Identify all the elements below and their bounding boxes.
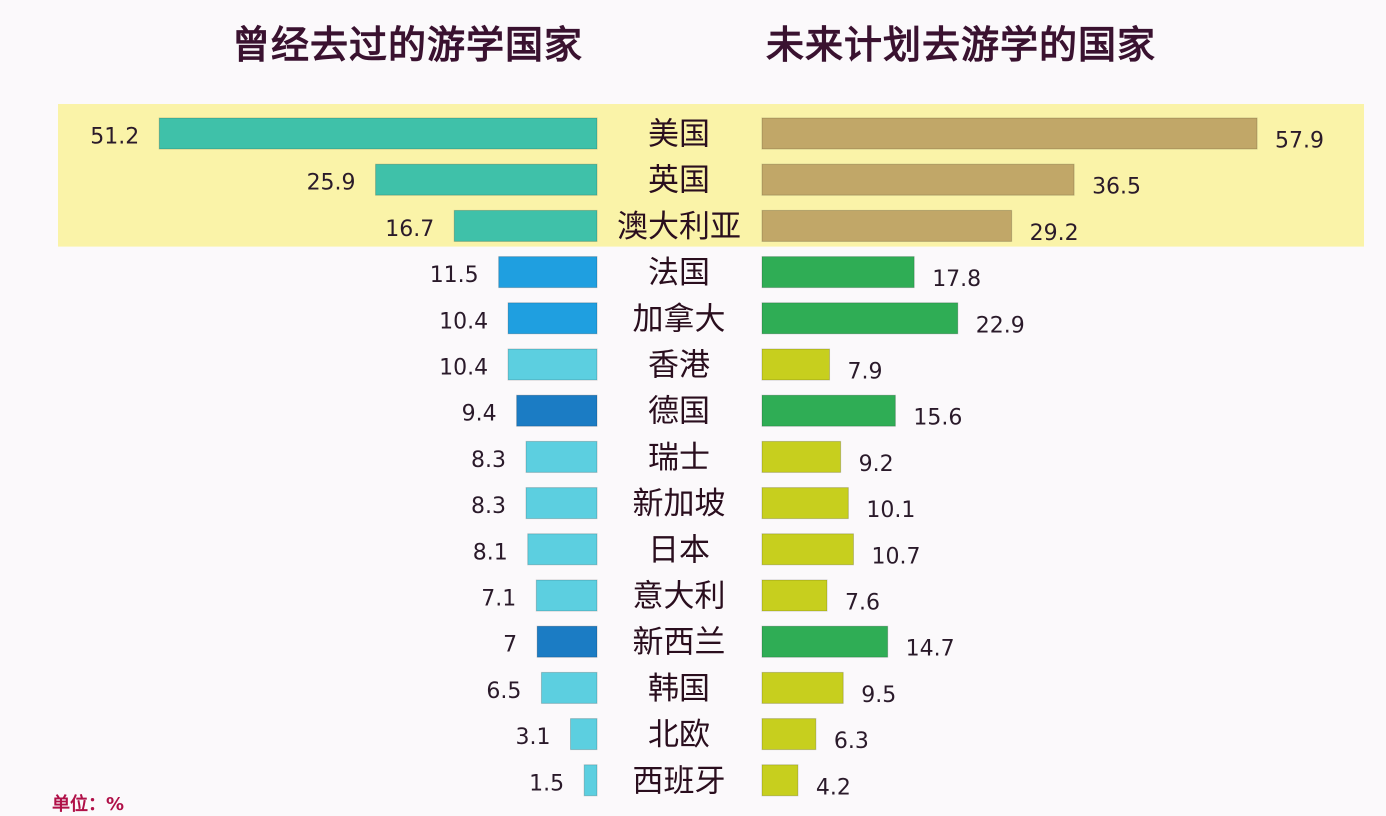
right-chart-title: 未来计划去游学的国家 <box>766 23 1157 67</box>
left-bar <box>535 579 598 612</box>
right-value-label: 15.6 <box>913 406 962 431</box>
right-bar <box>761 348 831 381</box>
left-bar <box>569 718 598 751</box>
left-value-label: 8.1 <box>473 540 508 565</box>
right-bar <box>761 487 849 520</box>
left-bar <box>527 533 598 566</box>
left-value-label: 6.5 <box>486 679 521 704</box>
left-value-label: 7.1 <box>481 587 516 612</box>
right-bar <box>761 117 1258 150</box>
right-bar <box>761 256 915 289</box>
right-value-label: 10.7 <box>871 544 920 569</box>
right-value-label: 14.7 <box>906 637 955 662</box>
left-bar <box>583 764 598 797</box>
category-label: 法国 <box>648 255 710 291</box>
right-value-label: 22.9 <box>976 313 1025 338</box>
left-bar <box>375 163 598 196</box>
left-value-label: 51.2 <box>90 125 139 150</box>
right-value-label: 29.2 <box>1030 221 1079 246</box>
right-bar <box>761 625 889 658</box>
left-bar <box>525 440 598 473</box>
category-label: 加拿大 <box>633 301 726 337</box>
left-value-label: 8.3 <box>471 448 506 473</box>
category-label: 瑞士 <box>648 440 710 476</box>
right-value-label: 7.6 <box>845 591 880 616</box>
category-label: 西班牙 <box>633 763 726 799</box>
category-label: 北欧 <box>648 717 710 753</box>
right-bar <box>761 533 854 566</box>
left-bar <box>525 487 598 520</box>
right-bar <box>761 302 959 335</box>
right-value-label: 36.5 <box>1092 175 1141 200</box>
right-value-label: 9.5 <box>861 683 896 708</box>
category-label: 新加坡 <box>633 486 726 522</box>
left-value-label: 3.1 <box>515 725 550 750</box>
category-label: 新西兰 <box>633 625 726 661</box>
left-value-label: 10.4 <box>439 309 488 334</box>
right-value-label: 4.2 <box>816 775 851 800</box>
right-value-label: 17.8 <box>932 267 981 292</box>
right-value-label: 7.9 <box>848 360 883 385</box>
category-label: 韩国 <box>648 671 710 707</box>
right-bar <box>761 209 1013 242</box>
left-value-label: 1.5 <box>529 771 564 796</box>
left-bar <box>507 348 598 381</box>
right-bar <box>761 764 799 797</box>
category-label: 美国 <box>648 117 710 153</box>
left-bar <box>536 625 598 658</box>
left-value-label: 9.4 <box>462 402 497 427</box>
left-value-label: 7 <box>503 633 517 658</box>
right-bar <box>761 718 817 751</box>
left-bar <box>516 394 598 427</box>
left-bar <box>498 256 598 289</box>
right-value-label: 57.9 <box>1275 129 1324 154</box>
left-bar <box>540 671 598 704</box>
right-value-label: 10.1 <box>866 498 915 523</box>
category-label: 日本 <box>648 532 710 568</box>
category-label: 澳大利亚 <box>617 209 741 245</box>
right-value-label: 9.2 <box>859 452 894 477</box>
left-value-label: 25.9 <box>307 171 356 196</box>
category-label: 德国 <box>648 394 710 430</box>
right-value-label: 6.3 <box>834 729 869 754</box>
left-value-label: 11.5 <box>430 263 479 288</box>
unit-label: 单位：% <box>52 794 125 815</box>
category-label: 意大利 <box>633 579 726 615</box>
right-bar <box>761 163 1075 196</box>
left-bar <box>158 117 598 150</box>
right-bar <box>761 440 842 473</box>
left-value-label: 16.7 <box>385 217 434 242</box>
right-bar <box>761 394 896 427</box>
left-bar <box>453 209 598 242</box>
right-bar <box>761 579 828 612</box>
category-label: 英国 <box>648 163 710 199</box>
left-value-label: 10.4 <box>439 356 488 381</box>
left-value-label: 8.3 <box>471 494 506 519</box>
left-chart-title: 曾经去过的游学国家 <box>232 23 584 67</box>
left-bar <box>507 302 598 335</box>
category-label: 香港 <box>648 348 710 384</box>
right-bar <box>761 671 844 704</box>
